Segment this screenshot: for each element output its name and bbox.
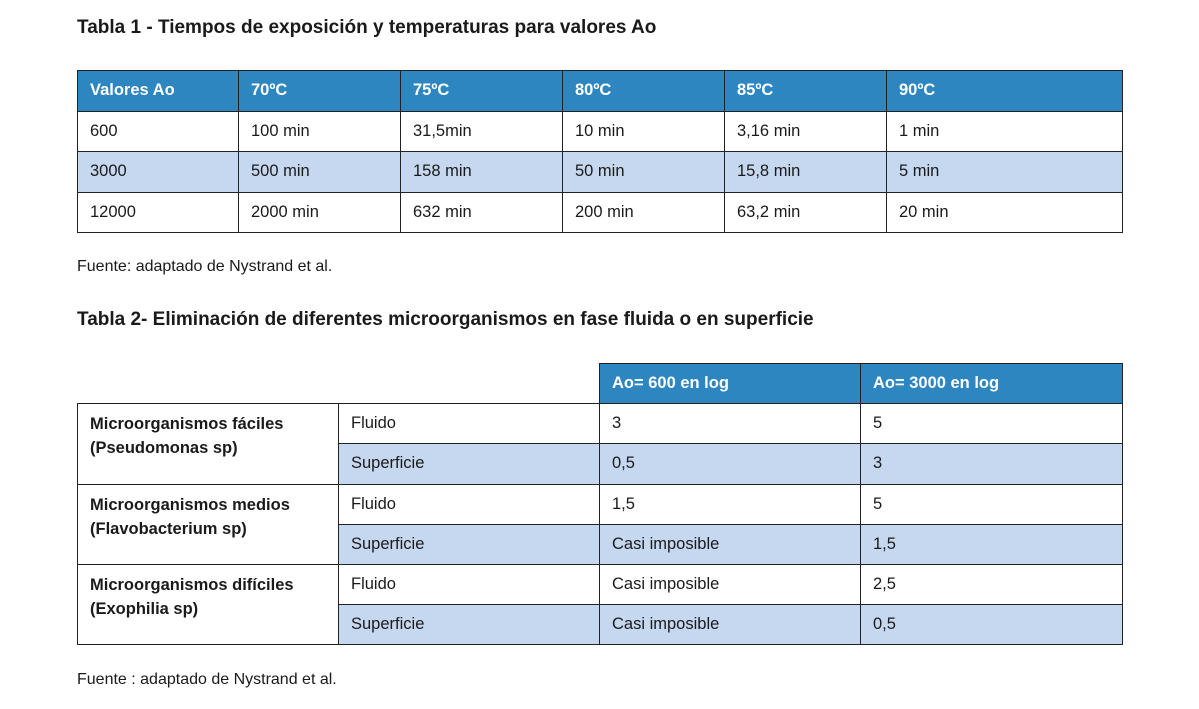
column-header: Ao= 600 en log bbox=[599, 362, 861, 405]
table-cell: 20 min bbox=[886, 191, 1123, 233]
column-header: 90ºC bbox=[886, 70, 1123, 112]
table-cell: Casi imposible bbox=[599, 604, 861, 646]
table-cell: 1,5 bbox=[599, 483, 861, 525]
table-cell: 600 bbox=[77, 110, 239, 152]
table-cell: 0,5 bbox=[599, 443, 861, 485]
column-header: 85ºC bbox=[724, 70, 887, 112]
table-row: 600 100 min 31,5min 10 min 3,16 min 1 mi… bbox=[77, 110, 1123, 152]
table-cell: 5 min bbox=[886, 151, 1123, 193]
phase-cell: Superficie bbox=[338, 443, 600, 485]
table-cell: 200 min bbox=[562, 191, 725, 233]
group-species: (Flavobacterium sp) bbox=[90, 519, 247, 538]
table-cell: Casi imposible bbox=[599, 523, 861, 565]
table1-source: Fuente: adaptado de Nystrand et al. bbox=[77, 258, 333, 275]
table-cell: 12000 bbox=[77, 191, 239, 233]
table-cell: 5 bbox=[860, 483, 1123, 525]
group-label: Microorganismos fáciles (Pseudomonas sp) bbox=[77, 403, 339, 485]
table-cell: 15,8 min bbox=[724, 151, 887, 193]
table-row: Superficie Casi imposible 1,5 bbox=[78, 523, 1123, 565]
column-header: 70ºC bbox=[238, 70, 401, 112]
phase-cell: Fluido bbox=[338, 563, 600, 606]
table-row: Microorganismos difíciles (Exophilia sp)… bbox=[77, 563, 1123, 646]
table-row: Microorganismos fáciles (Pseudomonas sp)… bbox=[77, 403, 1123, 485]
table-cell: 3,16 min bbox=[724, 110, 887, 152]
group-species: (Pseudomonas sp) bbox=[90, 439, 238, 458]
group-label: Microorganismos medios (Flavobacterium s… bbox=[77, 483, 339, 565]
table-row: 3000 500 min 158 min 50 min 15,8 min 5 m… bbox=[77, 151, 1123, 193]
table-cell: 500 min bbox=[238, 151, 401, 193]
table-cell: 5 bbox=[860, 403, 1123, 445]
table-cell: 10 min bbox=[562, 110, 725, 152]
table2-title: Tabla 2- Eliminación de diferentes micro… bbox=[77, 309, 814, 330]
column-header: 80ºC bbox=[562, 70, 725, 112]
table-header-row: Valores Ao 70ºC 75ºC 80ºC 85ºC 90ºC bbox=[77, 70, 1123, 112]
table-cell: 100 min bbox=[238, 110, 401, 152]
table2-source: Fuente : adaptado de Nystrand et al. bbox=[77, 671, 337, 688]
group-name: Microorganismos difíciles bbox=[90, 575, 294, 594]
microorganism-elimination-table: Ao= 600 en log Ao= 3000 en log Microorga… bbox=[77, 362, 1123, 646]
group-name: Microorganismos medios bbox=[90, 495, 290, 514]
column-header: Valores Ao bbox=[77, 70, 239, 112]
group-name: Microorganismos fáciles bbox=[90, 415, 284, 434]
exposure-times-table: Valores Ao 70ºC 75ºC 80ºC 85ºC 90ºC 600 … bbox=[77, 70, 1123, 233]
table-cell: Casi imposible bbox=[599, 563, 861, 606]
table-row: Superficie Casi imposible 0,5 bbox=[78, 604, 1123, 646]
column-header: 75ºC bbox=[400, 70, 563, 112]
table-cell: 1,5 bbox=[860, 523, 1123, 565]
phase-cell: Fluido bbox=[338, 483, 600, 525]
table-cell: 3 bbox=[860, 443, 1123, 485]
phase-cell: Superficie bbox=[338, 604, 600, 646]
table-row: 12000 2000 min 632 min 200 min 63,2 min … bbox=[77, 191, 1123, 233]
table-cell: 2000 min bbox=[238, 191, 401, 233]
table-row: Microorganismos medios (Flavobacterium s… bbox=[77, 483, 1123, 565]
table-cell: 632 min bbox=[400, 191, 563, 233]
table-header-row: Ao= 600 en log Ao= 3000 en log bbox=[78, 362, 1123, 405]
group-species: (Exophilia sp) bbox=[90, 599, 199, 618]
table-cell: 158 min bbox=[400, 151, 563, 193]
empty-header-cell bbox=[78, 364, 339, 404]
phase-cell: Fluido bbox=[338, 403, 600, 445]
table-row: Superficie 0,5 3 bbox=[78, 443, 1123, 485]
table-cell: 3 bbox=[599, 403, 861, 445]
phase-cell: Superficie bbox=[338, 523, 600, 565]
table-cell: 1 min bbox=[886, 110, 1123, 152]
table1-title: Tabla 1 - Tiempos de exposición y temper… bbox=[77, 17, 657, 38]
table-cell: 63,2 min bbox=[724, 191, 887, 233]
empty-header-cell bbox=[339, 364, 600, 404]
table-cell: 0,5 bbox=[860, 604, 1123, 646]
table-cell: 2,5 bbox=[860, 563, 1123, 606]
table-cell: 50 min bbox=[562, 151, 725, 193]
column-header: Ao= 3000 en log bbox=[860, 362, 1123, 405]
table-cell: 3000 bbox=[77, 151, 239, 193]
group-label: Microorganismos difíciles (Exophilia sp) bbox=[77, 563, 339, 646]
table-cell: 31,5min bbox=[400, 110, 563, 152]
